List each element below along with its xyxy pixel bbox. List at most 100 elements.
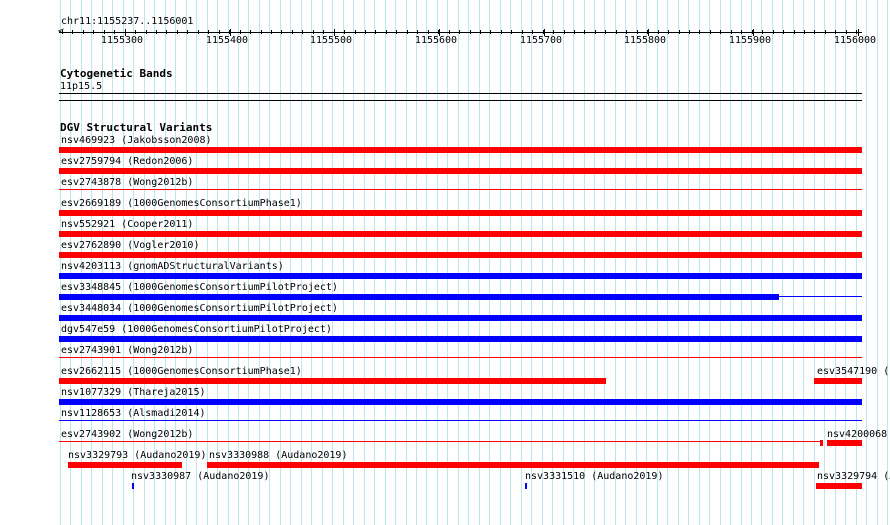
ruler-tick-label: 1155300	[100, 35, 144, 46]
sv-feature-label[interactable]: nsv3331510 (Audano2019)	[525, 471, 664, 482]
sv-feature-bar[interactable]	[816, 483, 862, 489]
grid-line	[720, 0, 721, 525]
ruler-minor-tick	[647, 30, 648, 34]
grid-line	[835, 0, 836, 525]
grid-line	[479, 0, 480, 525]
sv-feature-label[interactable]: nsv552921 (Cooper2011)	[61, 219, 194, 230]
ruler-minor-tick	[459, 30, 460, 34]
sv-feature-label[interactable]: dgv547e59 (1000GenomesConsortiumPilotPro…	[61, 324, 332, 335]
ruler-minor-tick	[250, 30, 251, 34]
grid-line	[112, 0, 113, 525]
ruler-position-label: chr11:1155237..1156001	[61, 16, 194, 27]
grid-line	[803, 0, 804, 525]
sv-feature-label[interactable]: nsv3329793 (Audano2019)	[68, 450, 207, 461]
grid-line	[217, 0, 218, 525]
ruler-minor-tick	[553, 30, 554, 34]
sv-feature-label[interactable]: esv2662115 (1000GenomesConsortiumPhase1)	[61, 366, 302, 377]
ruler-tick-label: 1155800	[623, 35, 667, 46]
grid-line	[311, 0, 312, 525]
cytoband-bar-bottom[interactable]	[59, 100, 862, 101]
sv-feature-bar[interactable]	[68, 462, 182, 468]
ruler-minor-tick	[104, 30, 105, 34]
ruler-minor-tick	[323, 30, 324, 34]
ruler-minor-tick	[302, 30, 303, 34]
sv-feature-bar[interactable]	[59, 231, 862, 237]
ruler-minor-tick	[187, 30, 188, 34]
grid-line	[238, 0, 239, 525]
ruler-minor-tick	[668, 30, 669, 34]
sv-feature-label[interactable]: nsv1077329 (Thareja2015)	[61, 387, 206, 398]
sv-feature-label[interactable]: nsv1128653 (Alsmadi2014)	[61, 408, 206, 419]
sv-feature-bar[interactable]	[59, 336, 862, 342]
grid-line	[552, 0, 553, 525]
grid-line	[772, 0, 773, 525]
sv-feature-label[interactable]: nsv3329794 (A	[817, 471, 890, 482]
sv-feature-bar[interactable]	[59, 420, 862, 421]
grid-line	[573, 0, 574, 525]
cytoband-bar-top[interactable]	[59, 93, 862, 94]
sv-feature-bar[interactable]	[59, 315, 862, 321]
sv-feature-bar[interactable]	[59, 399, 862, 405]
grid-line	[154, 0, 155, 525]
ruler-minor-tick	[396, 30, 397, 34]
sv-feature-label[interactable]: esv3448034 (1000GenomesConsortiumPilotPr…	[61, 303, 338, 314]
sv-feature-bar[interactable]	[827, 440, 862, 446]
sv-feature-bar[interactable]	[59, 441, 821, 442]
sv-feature-label[interactable]: esv2759794 (Redon2006)	[61, 156, 194, 167]
ruler-minor-tick	[313, 30, 314, 34]
sv-feature-bar[interactable]	[59, 168, 862, 174]
ruler-minor-tick	[93, 30, 94, 34]
sv-feature-bar[interactable]	[59, 273, 862, 279]
ruler-minor-tick	[741, 30, 742, 34]
grid-line	[667, 0, 668, 525]
ruler-axis[interactable]	[59, 32, 862, 33]
sv-feature-label[interactable]: esv2762890 (Vogler2010)	[61, 240, 200, 251]
grid-line	[625, 0, 626, 525]
grid-line	[699, 0, 700, 525]
grid-line	[60, 0, 61, 525]
ruler-minor-tick	[83, 30, 84, 34]
sv-feature-bar[interactable]	[59, 252, 862, 258]
sv-feature-bar[interactable]	[59, 189, 862, 190]
sv-feature-bar[interactable]	[59, 378, 606, 384]
grid-line	[887, 0, 888, 525]
ruler-minor-tick	[355, 30, 356, 34]
ruler-minor-tick	[261, 30, 262, 34]
ruler-minor-tick	[731, 30, 732, 34]
sv-feature-label[interactable]: nsv3330988 (Audano2019)	[209, 450, 348, 461]
grid-line	[584, 0, 585, 525]
sv-feature-bar[interactable]	[59, 210, 862, 216]
grid-line	[228, 0, 229, 525]
sv-feature-bar[interactable]	[820, 440, 823, 446]
sv-feature-label[interactable]: nsv4200068	[827, 429, 888, 440]
sv-feature-bar[interactable]	[779, 296, 862, 297]
sv-feature-label[interactable]: esv2669189 (1000GenomesConsortiumPhase1)	[61, 198, 302, 209]
ruler-minor-tick	[156, 30, 157, 34]
ruler-minor-tick	[794, 30, 795, 34]
sv-feature-label[interactable]: nsv3330987 (Audano2019)	[131, 471, 270, 482]
ruler-minor-tick	[752, 30, 753, 34]
sv-feature-label[interactable]: nsv469923 (Jakobsson2008)	[61, 135, 212, 146]
sv-feature-label[interactable]: esv2743878 (Wong2012b)	[61, 177, 194, 188]
sv-feature-label[interactable]: esv2743902 (Wong2012b)	[61, 429, 194, 440]
sv-feature-bar[interactable]	[59, 147, 862, 153]
sv-feature-bar[interactable]	[132, 483, 134, 489]
ruler-minor-tick	[146, 30, 147, 34]
sv-feature-bar[interactable]	[59, 357, 862, 358]
ruler-minor-tick	[438, 30, 439, 34]
sv-feature-bar[interactable]	[207, 462, 819, 468]
sv-feature-label[interactable]: esv2743901 (Wong2012b)	[61, 345, 194, 356]
sv-feature-bar[interactable]	[814, 378, 862, 384]
grid-line	[207, 0, 208, 525]
sv-feature-label[interactable]: esv3547190 (E	[817, 366, 890, 377]
sv-feature-label[interactable]: esv3348845 (1000GenomesConsortiumPilotPr…	[61, 282, 338, 293]
dgv-track-title: DGV Structural Variants	[60, 121, 213, 134]
sv-feature-label[interactable]: nsv4203113 (gnomADStructuralVariants)	[61, 261, 284, 272]
ruler-minor-tick	[710, 30, 711, 34]
sv-feature-bar[interactable]	[59, 294, 779, 300]
ruler-tick-label: 1155500	[309, 35, 353, 46]
ruler-minor-tick	[125, 30, 126, 34]
sv-feature-bar[interactable]	[525, 483, 527, 489]
ruler-minor-tick	[198, 30, 199, 34]
